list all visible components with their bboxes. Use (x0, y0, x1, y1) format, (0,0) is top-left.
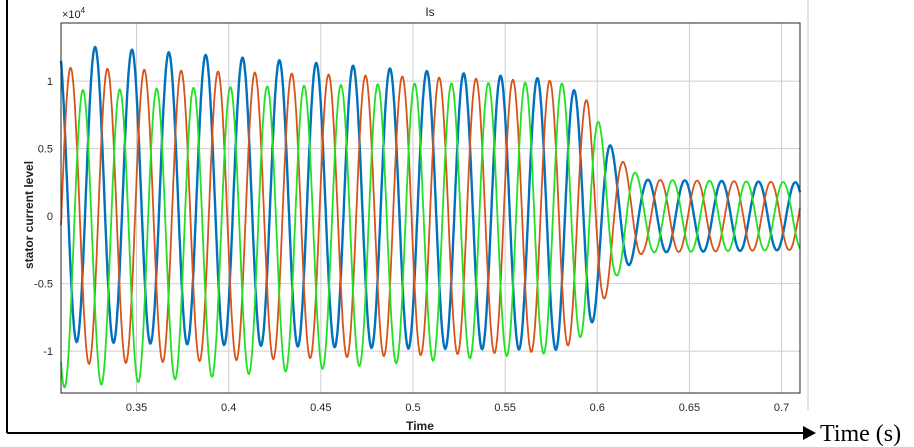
y-exponent-label: ×104 (62, 6, 86, 21)
y-tick-label: 1 (47, 76, 53, 88)
x-tick-label: 0.35 (126, 402, 147, 414)
x-tick-label: 0.65 (679, 402, 700, 414)
y-tick-label: -0.5 (34, 279, 53, 291)
outer-time-axis-label: Time (s) (820, 421, 901, 447)
series-line-phase-a (59, 45, 802, 352)
chart-title: Is (425, 5, 434, 19)
y-exponent-base: ×10 (62, 9, 81, 21)
y-tick-labels: 1 0.5 0 -0.5 -1 (34, 76, 53, 358)
y-tick-label: 0 (47, 211, 53, 223)
axes-box (60, 22, 801, 394)
series-line-phase-c (60, 81, 801, 389)
y-tick-label: 0.5 (38, 144, 53, 156)
x-tick-label: 0.5 (405, 402, 420, 414)
series-lines (59, 45, 802, 389)
x-tick-label: 0.7 (774, 402, 789, 414)
y-exponent-power: 4 (81, 6, 86, 15)
x-tick-label: 0.55 (494, 402, 515, 414)
y-tick-label: -1 (43, 346, 53, 358)
y-axis-label: stator current level (22, 161, 36, 269)
x-axis-label: Time (406, 419, 434, 433)
series-line-phase-b (60, 66, 801, 366)
arrow-head-icon (803, 426, 816, 440)
x-tick-label: 0.4 (221, 402, 236, 414)
x-tick-label: 0.6 (590, 402, 605, 414)
x-tick-label: 0.45 (310, 402, 331, 414)
x-tick-labels: 0.35 0.4 0.45 0.5 0.55 0.6 0.65 0.7 (126, 402, 789, 414)
